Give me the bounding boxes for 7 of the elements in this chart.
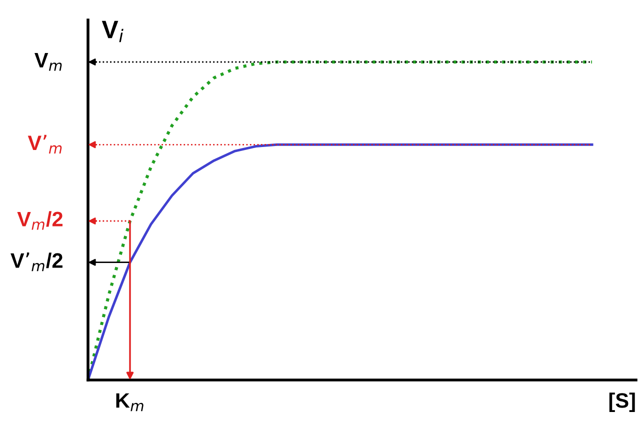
- text: K$_{m}$: [116, 393, 144, 412]
- ref-line-label: V’$_{m}$/2: [10, 252, 62, 272]
- ref-line-label: V$_{m}$/2: [17, 211, 62, 230]
- y-axis-title: V$_{i}$: [102, 20, 124, 42]
- ref-line-label: V$_{m}$: [34, 53, 62, 71]
- x-axis-title: [S]: [609, 392, 635, 412]
- ref-line-label: V’$_{m}$: [28, 134, 62, 154]
